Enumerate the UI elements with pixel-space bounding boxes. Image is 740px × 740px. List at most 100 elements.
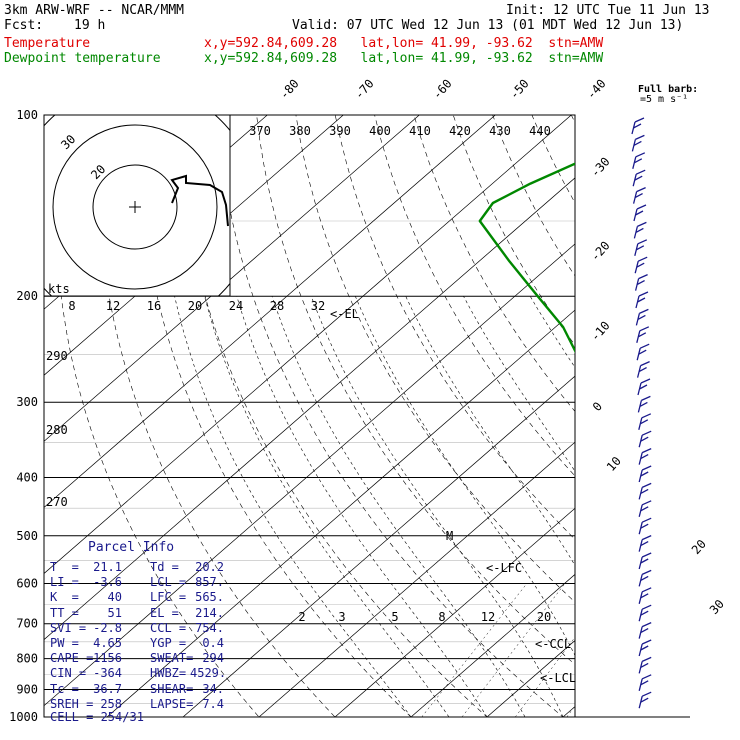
parcel-param-value: 214. [195, 605, 224, 620]
moist-adiabat [405, 296, 575, 566]
dewpoint-legend-label: Dewpoint temperature [4, 51, 161, 66]
temperature-legend-label: Temperature [4, 36, 91, 51]
isotherm-line [410, 573, 575, 717]
level-marker: <-LCL [540, 671, 576, 685]
wind-barb [638, 413, 652, 430]
theta-label: 440 [529, 124, 551, 138]
wind-barb [631, 134, 645, 152]
dry-adiabat [177, 115, 488, 717]
moist-adiabat [236, 296, 488, 717]
parcel-param-value: 258 [100, 696, 122, 711]
isotherm-line [44, 243, 575, 707]
parcel-param-label: CAPE = [50, 651, 94, 666]
mixing-ratio-line [675, 583, 740, 717]
wind-barb [633, 204, 647, 222]
parcel-param-value: -3.6 [93, 575, 122, 590]
dry-adiabat [138, 115, 412, 717]
parcel-param-label: TT = [50, 605, 79, 620]
wind-barb [631, 117, 645, 135]
isotherm-label: -40 [584, 77, 609, 102]
wind-barb [638, 656, 652, 674]
parcel-param-value: 565. [195, 590, 224, 605]
isotherm-label: 10 [604, 454, 624, 474]
wind-barb [635, 291, 649, 309]
level-marker: <-CCL [535, 637, 571, 651]
wind-barb [637, 378, 651, 396]
wind-barb [632, 169, 646, 187]
wind-barb [638, 430, 652, 448]
isotherm-label: -70 [352, 77, 377, 102]
wind-barb [638, 691, 652, 709]
isotherm-label: -20 [588, 239, 613, 264]
moist-adiabat [691, 296, 740, 717]
fcst-label: Fcst: [4, 18, 44, 33]
level-marker: M [446, 529, 453, 543]
isotherm-label: -10 [588, 319, 613, 344]
mixing-ratio-label: 20 [537, 610, 551, 624]
parcel-param-value: 40 [107, 590, 122, 605]
barb-note-units: =5 m s⁻¹ [640, 94, 689, 105]
theta-label: 410 [409, 124, 431, 138]
theta-side-label: 280 [46, 423, 68, 437]
wind-barb [638, 604, 652, 622]
isotherm-label: -30 [588, 155, 613, 180]
dry-adiabat [97, 115, 336, 717]
pressure-label: 300 [16, 395, 38, 409]
parcel-param-value: 294 [202, 651, 224, 666]
parcel-param-value: 1156 [93, 651, 122, 666]
parcel-param-label: LAPSE= [150, 696, 194, 711]
dry-adiabat [729, 115, 740, 730]
parcel-param-label: CCL = [150, 620, 187, 635]
mixing-ratio-label: 5 [391, 610, 398, 624]
wind-barb [638, 587, 652, 604]
isotherm-label: -80 [277, 77, 302, 102]
plot-frame [43, 114, 576, 718]
mixing-ratio-label: 3 [338, 610, 345, 624]
parcel-param-value: 20.2 [195, 560, 224, 574]
pressure-label: 900 [16, 682, 38, 696]
wind-barb [635, 308, 649, 326]
theta-label: 400 [369, 124, 391, 138]
theta-label: 390 [329, 124, 351, 138]
isotherm-label: 30 [707, 597, 727, 617]
parcel-param-label: PW = [50, 636, 79, 650]
parcel-param-value: 34. [202, 681, 224, 696]
mixing-ratio-label: 8 [438, 610, 445, 624]
dewpoint-profile [478, 162, 575, 354]
dry-adiabat [413, 115, 575, 412]
pressure-label: 400 [16, 470, 38, 484]
theta-side-label: 270 [46, 495, 68, 509]
wind-barb [634, 274, 648, 291]
dry-adiabat [256, 115, 575, 665]
pressure-label: 500 [16, 529, 38, 543]
model-title: 3km ARW-WRF -- NCAR/MMM [4, 3, 185, 18]
wind-barb [638, 482, 652, 500]
wind-barb [638, 639, 652, 657]
parcel-param-value: 857. [195, 575, 224, 590]
parcel-param-value: 51 [107, 605, 122, 620]
hodograph-units: kts [48, 282, 70, 296]
theta-label: 430 [489, 124, 511, 138]
hodograph-speed-label: 12 [106, 299, 120, 313]
parcel-param-label: SWEAT= [150, 651, 194, 666]
dry-adiabat [571, 115, 575, 124]
parcel-param-value: 4.65 [93, 636, 122, 650]
isotherm-line [562, 706, 575, 717]
hodograph-speed-label: 28 [270, 299, 284, 313]
level-marker: <-LFC [486, 561, 522, 575]
isotherm-label: 20 [689, 537, 709, 557]
dewpoint-location: x,y=592.84,609.28 lat,lon= 41.99, -93.62… [204, 51, 604, 66]
mixing-ratio-label: 12 [481, 610, 495, 624]
wind-barb [632, 152, 646, 169]
wind-barb [638, 448, 652, 465]
wind-barb [634, 256, 648, 274]
wind-barb [632, 187, 646, 204]
temperature-profile [608, 115, 718, 717]
mixing-ratio-line [421, 583, 528, 717]
hodograph-ring [92, 164, 178, 250]
parcel-param-label: Td = [150, 560, 179, 574]
isotherm-label: -60 [430, 77, 455, 102]
wind-barb [638, 622, 652, 639]
fcst-value: 19 h [74, 18, 106, 33]
